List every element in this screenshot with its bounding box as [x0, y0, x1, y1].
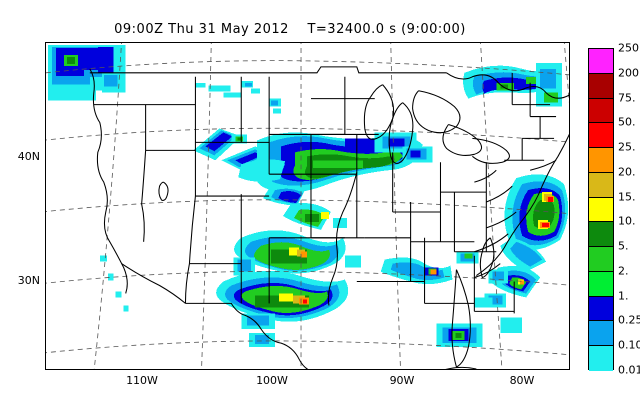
colorbar-swatch	[589, 148, 613, 173]
colorbar-tick-label: 0.01	[618, 363, 640, 377]
y-axis-tick-40n: 40N	[17, 150, 40, 163]
colorbar-swatch	[589, 222, 613, 248]
plot-title: 09:00Z Thu 31 May 2012 T=32400.0 s (9:00…	[114, 22, 466, 37]
colorbar-swatch	[589, 321, 613, 347]
colorbar-swatch	[589, 296, 613, 322]
latlon-grid	[46, 43, 569, 369]
precip-region-pacific-northwest	[47, 44, 126, 101]
colorbar-tick-label: 2.	[618, 264, 629, 278]
colorbar-tick-label: 250.	[618, 41, 640, 55]
x-axis-tick-100w: 100W	[256, 374, 288, 387]
colorbar-tick-label: 20.	[618, 165, 636, 179]
colorbar-tick-label: 0.25	[618, 313, 640, 327]
colorbar-tick-label: 10.	[618, 214, 636, 228]
colorbar-swatch	[589, 247, 613, 272]
precip-region-oklahoma-texas	[233, 230, 346, 276]
colorbar-swatch	[589, 123, 613, 149]
colorbar-tick-label: 0.10	[618, 338, 640, 352]
precip-region-missouri-arkansas	[263, 185, 347, 230]
colorbar-tick-label: 50.	[618, 115, 636, 129]
x-axis-tick-110w: 110W	[126, 374, 158, 387]
precip-region-new-england	[463, 62, 563, 107]
colorbar-tick-label: 200.	[618, 66, 640, 80]
colorbar-tick-label: 25.	[618, 140, 636, 154]
x-axis-tick-80w: 80W	[509, 374, 535, 387]
precip-region-southern-california	[99, 255, 129, 312]
colorbar-swatch	[589, 271, 613, 297]
colorbar-swatch	[589, 197, 613, 223]
colorbar-swatch	[589, 98, 613, 124]
precip-region-offshore-atlantic-storm	[500, 174, 569, 272]
map-canvas	[46, 43, 569, 369]
colorbar-tick-label: 5.	[618, 239, 629, 253]
colorbar-swatch	[589, 346, 613, 371]
colorbar-tick-label: 15.	[618, 190, 636, 204]
state-boundaries	[89, 66, 569, 369]
precip-region-gulf-coast	[344, 251, 479, 285]
precip-region-central-texas	[216, 270, 349, 348]
x-axis-tick-90w: 90W	[389, 374, 415, 387]
precip-region-montana-dakotas	[195, 80, 282, 114]
colorbar-swatch	[589, 73, 613, 99]
colorbar	[588, 48, 614, 371]
precip-region-iowa-illinois	[238, 132, 423, 193]
map-plot-area	[45, 42, 570, 370]
colorbar-tick-label: 1.	[618, 289, 629, 303]
precip-region-south-florida	[436, 269, 523, 348]
colorbar-swatch	[589, 49, 613, 74]
precip-region-lake-michigan	[402, 146, 433, 163]
colorbar-tick-label: 75.	[618, 91, 636, 105]
precipitation-field	[47, 44, 569, 348]
colorbar-swatch	[589, 172, 613, 198]
y-axis-tick-30n: 30N	[17, 274, 40, 287]
